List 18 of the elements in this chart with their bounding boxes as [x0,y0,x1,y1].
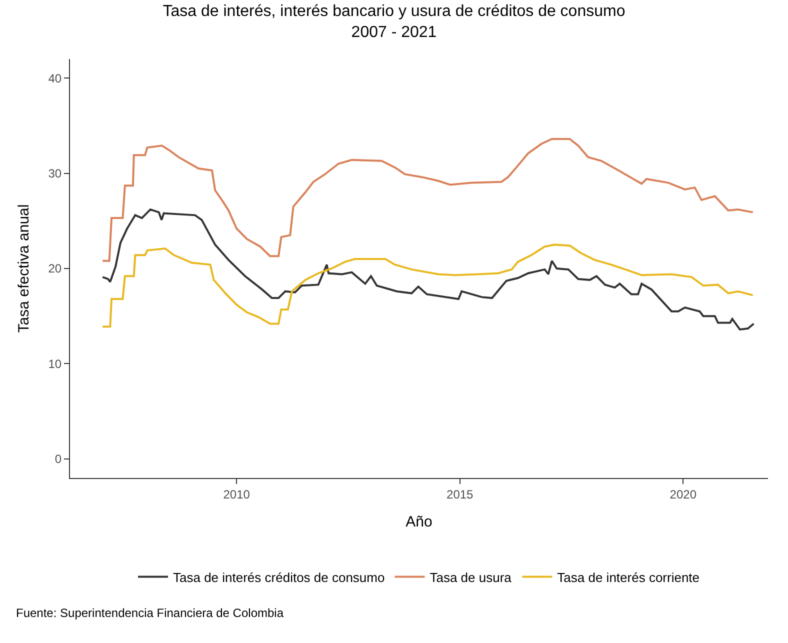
y-tick-label: 40 [48,71,62,86]
x-axis-title: Año [406,513,432,530]
legend-label: Tasa de usura [430,570,512,585]
y-axis-title: Tasa efectiva anual [15,204,32,333]
line-series [102,244,754,328]
y-tick-label: 30 [48,166,62,180]
y-tick-label: 10 [48,356,62,371]
line-series [102,138,754,262]
x-tick-label: 2020 [670,487,697,502]
legend-label: Tasa de interés corriente [557,570,700,585]
source-note: Fuente: Superintendencia Financiera de Colombia [16,606,284,620]
y-tick-label: 0 [54,452,62,466]
line-series [102,208,755,330]
y-tick-label: 20 [48,262,62,276]
legend-label: Tasa de interés créditos de consumo [173,570,385,585]
chart-title: Tasa de interés, interés bancario y usura de créditos de consumo 2007 - 2021 [162,3,626,41]
x-tick-label: 2015 [446,487,474,502]
x-tick-label: 2010 [223,487,250,502]
